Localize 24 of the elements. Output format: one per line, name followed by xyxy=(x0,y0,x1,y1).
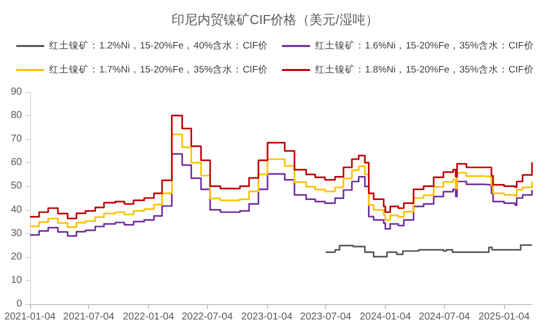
y-tick-label: 30 xyxy=(10,228,22,239)
chart-title: 印尼内贸镍矿CIF价格（美元/湿吨） xyxy=(172,12,378,27)
y-tick-label: 20 xyxy=(10,251,22,262)
legend-label: 红土镍矿：1.8%Ni，15-20%Fe，35%含水：CIF价 xyxy=(315,64,534,76)
y-tick-label: 70 xyxy=(10,134,22,145)
x-tick-label: 2025-01-04 xyxy=(478,312,530,322)
x-tick-label: 2022-07-04 xyxy=(182,312,234,322)
legend-label: 红土镍矿：1.6%Ni，15-20%Fe，35%含水：CIF价 xyxy=(315,40,534,52)
y-tick-label: 40 xyxy=(10,204,22,216)
y-tick-label: 60 xyxy=(10,157,22,168)
y-tick-label: 10 xyxy=(10,274,22,286)
y-tick-label: 90 xyxy=(10,86,22,98)
legend-label: 红土镍矿：1.7%Ni，15-20%Fe，35%含水：CIF价 xyxy=(49,64,268,76)
x-tick-label: 2023-01-04 xyxy=(241,312,293,322)
legend-label: 红土镍矿：1.2%Ni，15-20%Fe，40%含水：CIF价 xyxy=(49,40,268,52)
x-tick-label: 2023-07-04 xyxy=(300,312,352,322)
x-tick-label: 2021-07-04 xyxy=(63,312,115,322)
x-tick-label: 2024-07-04 xyxy=(418,312,470,322)
x-tick-label: 2021-01-04 xyxy=(4,312,56,322)
y-tick-label: 0 xyxy=(16,298,22,310)
y-tick-label: 80 xyxy=(10,110,22,122)
x-tick-label: 2022-01-04 xyxy=(122,312,174,322)
y-tick-label: 50 xyxy=(10,180,22,192)
x-tick-label: 2024-01-04 xyxy=(360,312,412,322)
